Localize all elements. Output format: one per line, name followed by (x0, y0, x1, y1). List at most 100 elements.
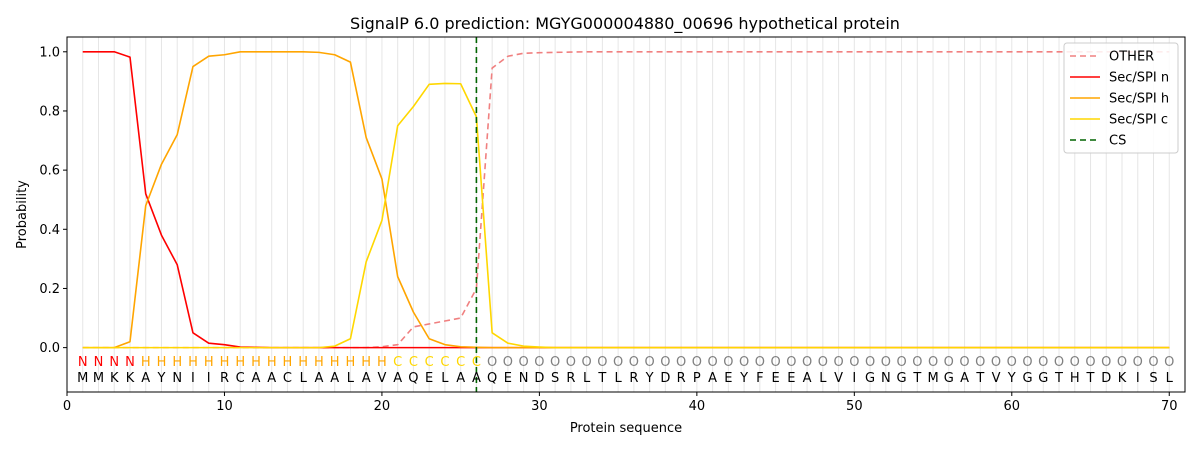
residue-letter: D (534, 371, 544, 386)
residue-state-label: O (991, 355, 1001, 370)
residue-state-label: H (235, 355, 245, 370)
residue-state-label: H (361, 355, 371, 370)
residue-letter: Y (739, 371, 748, 386)
residue-letter: I (1136, 371, 1140, 386)
x-tick-label: 50 (846, 399, 863, 414)
residue-state-label: O (770, 355, 780, 370)
residue-letter: E (787, 371, 795, 386)
residue-letter: I (852, 371, 856, 386)
residue-letter: G (1022, 371, 1032, 386)
legend-label: Sec/SPI c (1109, 113, 1168, 128)
residue-state-label: O (723, 355, 733, 370)
residue-letter: C (236, 371, 245, 386)
y-tick-label: 0.4 (39, 223, 60, 238)
residue-letter: A (456, 371, 465, 386)
residue-state-label: H (141, 355, 151, 370)
residue-letter: T (975, 371, 984, 386)
residue-state-label: O (660, 355, 670, 370)
residue-letter: Q (408, 371, 418, 386)
residue-letter: G (897, 371, 907, 386)
chart-title: SignalP 6.0 prediction: MGYG000004880_00… (350, 14, 900, 34)
residue-state-label: O (912, 355, 922, 370)
residue-letter: K (126, 371, 135, 386)
residue-state-label: H (377, 355, 387, 370)
residue-state-label: O (1101, 355, 1111, 370)
residue-state-label: O (849, 355, 859, 370)
residue-letter: A (362, 371, 371, 386)
series-line-sec-spi-c (82, 82, 1170, 349)
legend-label: CS (1109, 134, 1126, 149)
residue-state-label: N (125, 355, 135, 370)
residue-letter: C (283, 371, 292, 386)
residue-state-label: H (188, 355, 198, 370)
residue-state-label: O (818, 355, 828, 370)
residue-state-label: O (1007, 355, 1017, 370)
residue-letter: G (865, 371, 875, 386)
residue-state-label: O (645, 355, 655, 370)
residue-state-label: O (1038, 355, 1048, 370)
x-axis-ticks: 0 10 20 30 40 50 60 70 (63, 392, 1178, 414)
residue-letter: S (551, 371, 559, 386)
residue-letter: A (708, 371, 717, 386)
residue-state-label: H (220, 355, 230, 370)
residue-state-label: O (1070, 355, 1080, 370)
y-tick-label: 0.6 (39, 164, 60, 179)
y-tick-label: 0.2 (39, 282, 60, 297)
residue-letter: E (504, 371, 512, 386)
residue-letter: K (110, 371, 119, 386)
residue-state-label: O (1133, 355, 1143, 370)
residue-letter: L (583, 371, 591, 386)
residue-letter: M (77, 371, 88, 386)
residue-letter: Y (157, 371, 166, 386)
x-tick-label: 40 (689, 399, 706, 414)
residue-letter: T (912, 371, 921, 386)
residue-state-label: N (109, 355, 119, 370)
x-tick-label: 30 (531, 399, 548, 414)
residue-state-label: O (786, 355, 796, 370)
residue-grid (82, 37, 1170, 392)
residue-letter: M (93, 371, 104, 386)
residue-letter: T (597, 371, 606, 386)
residue-letter: N (519, 371, 529, 386)
residue-letter: V (377, 371, 386, 386)
residue-state-label: N (94, 355, 104, 370)
legend-label: Sec/SPI h (1109, 92, 1169, 107)
residue-state-label: O (707, 355, 717, 370)
residue-state-label: O (928, 355, 938, 370)
residue-state-label: O (503, 355, 513, 370)
residue-letter: A (314, 371, 323, 386)
residue-state-label: O (739, 355, 749, 370)
legend-label: OTHER (1109, 50, 1154, 65)
x-tick-label: 20 (374, 399, 391, 414)
residue-state-label: H (314, 355, 324, 370)
residue-letter: L (819, 371, 827, 386)
residue-letter: K (1118, 371, 1127, 386)
residue-letter: N (881, 371, 891, 386)
residue-state-label: C (456, 355, 465, 370)
residue-state-label: O (1117, 355, 1127, 370)
x-tick-label: 0 (63, 399, 71, 414)
residue-letter: R (629, 371, 638, 386)
residue-state-label: O (519, 355, 529, 370)
residue-letter: I (207, 371, 211, 386)
residue-letter: G (944, 371, 954, 386)
residue-letter: Y (1007, 371, 1016, 386)
y-tick-label: 0.8 (39, 104, 60, 119)
residue-state-label: O (896, 355, 906, 370)
residue-state-label: C (440, 355, 449, 370)
x-axis-label: Protein sequence (570, 421, 682, 436)
residue-state-label: O (881, 355, 891, 370)
residue-state-label: O (597, 355, 607, 370)
residue-letter: Q (487, 371, 497, 386)
residue-letter: A (267, 371, 276, 386)
y-tick-label: 1.0 (39, 45, 60, 60)
residue-state-label: O (865, 355, 875, 370)
residue-letter: R (566, 371, 575, 386)
series-lines (82, 37, 1170, 392)
residue-state-label: O (692, 355, 702, 370)
residue-state-label: O (833, 355, 843, 370)
residue-state-label: O (613, 355, 623, 370)
